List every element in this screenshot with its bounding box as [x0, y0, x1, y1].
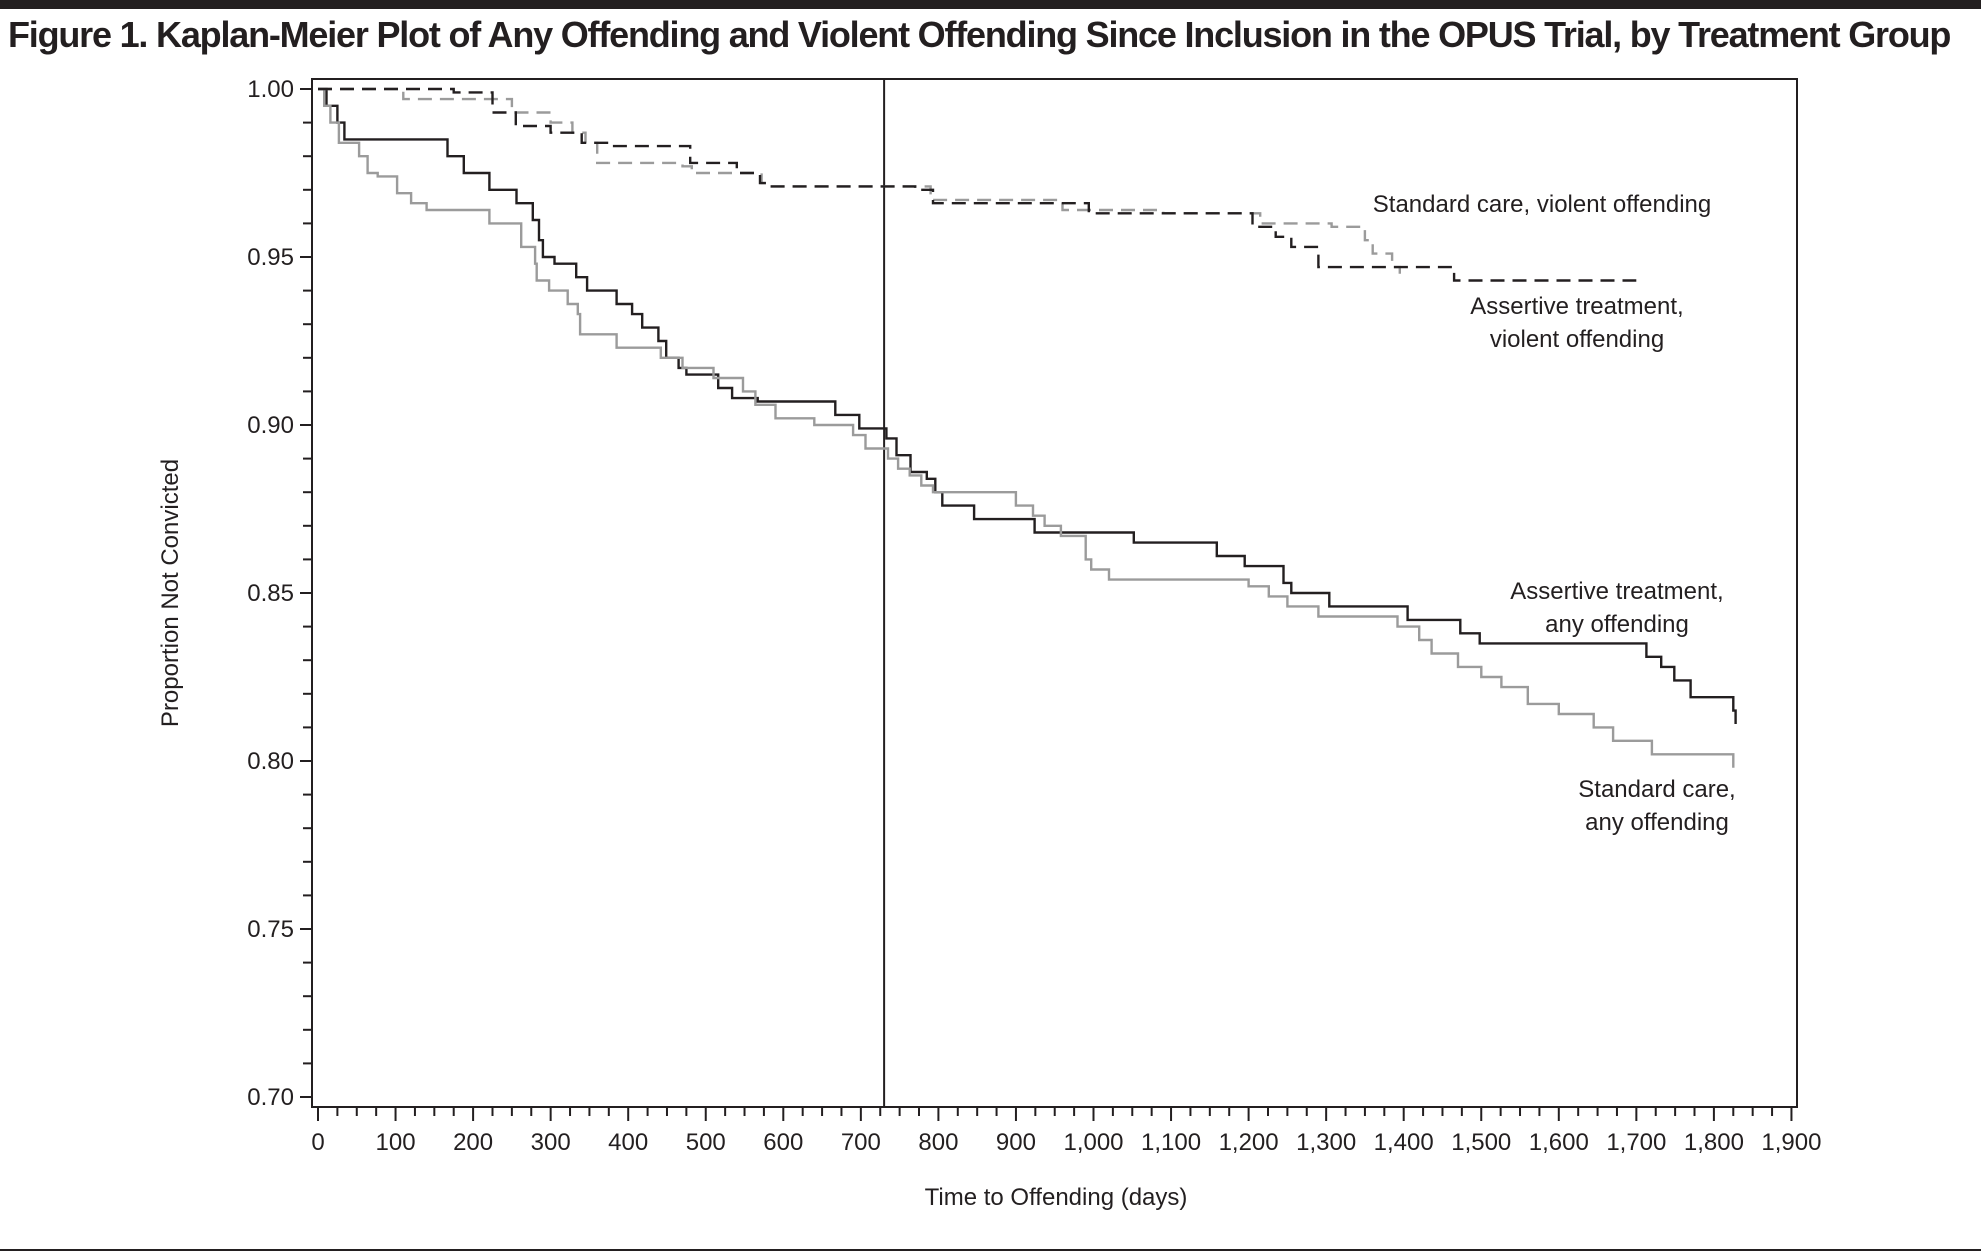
curve-label: any offending — [1585, 809, 1729, 836]
x-tick-label: 1,400 — [1374, 1129, 1434, 1156]
y-tick-label: 0.80 — [247, 748, 294, 775]
x-tick-label: 1,600 — [1529, 1129, 1589, 1156]
y-axis-title: Proportion Not Convicted — [157, 459, 184, 727]
curve-label: Assertive treatment, — [1470, 293, 1683, 320]
x-tick-label: 700 — [841, 1129, 881, 1156]
y-tick-label: 0.70 — [247, 1084, 294, 1111]
bottom-rule — [0, 1249, 1981, 1251]
x-tick-label: 1,200 — [1219, 1129, 1279, 1156]
x-tick-label: 800 — [918, 1129, 958, 1156]
x-tick-label: 1,100 — [1141, 1129, 1201, 1156]
x-tick-label: 100 — [376, 1129, 416, 1156]
y-tick-label: 0.85 — [247, 580, 294, 607]
y-tick-label: 1.00 — [247, 76, 294, 103]
x-tick-label: 1,500 — [1451, 1129, 1511, 1156]
x-tick-label: 1,800 — [1684, 1129, 1744, 1156]
y-tick-label: 0.75 — [247, 916, 294, 943]
top-rule — [0, 0, 1981, 9]
series-line-assertive-treatment-violent-offending — [318, 87, 1637, 282]
y-tick-label: 0.90 — [247, 412, 294, 439]
x-tick-label: 600 — [763, 1129, 803, 1156]
figure-title: Figure 1. Kaplan-Meier Plot of Any Offen… — [8, 14, 1951, 55]
curve-label: Assertive treatment, — [1510, 578, 1723, 605]
x-tick-label: 300 — [531, 1129, 571, 1156]
x-tick-label: 1,300 — [1296, 1129, 1356, 1156]
x-tick-label: 500 — [686, 1129, 726, 1156]
series-line-assertive-treatment-any-offending — [318, 87, 1737, 724]
x-tick-label: 1,900 — [1761, 1129, 1821, 1156]
x-tick-label: 1,700 — [1606, 1129, 1666, 1156]
series-line-standard-care-violent-offending — [318, 87, 1401, 274]
series-line-standard-care-any-offending — [318, 87, 1735, 768]
x-axis-title: Time to Offending (days) — [925, 1184, 1188, 1211]
x-tick-label: 900 — [996, 1129, 1036, 1156]
curve-label: Standard care, — [1578, 776, 1735, 803]
curve-label: Standard care, violent offending — [1373, 191, 1711, 218]
y-tick-label: 0.95 — [247, 244, 294, 271]
x-tick-label: 400 — [608, 1129, 648, 1156]
curve-label: any offending — [1545, 611, 1689, 638]
x-tick-label: 0 — [311, 1129, 324, 1156]
curve-label: violent offending — [1490, 326, 1664, 353]
x-tick-label: 1,000 — [1063, 1129, 1123, 1156]
x-tick-label: 200 — [453, 1129, 493, 1156]
